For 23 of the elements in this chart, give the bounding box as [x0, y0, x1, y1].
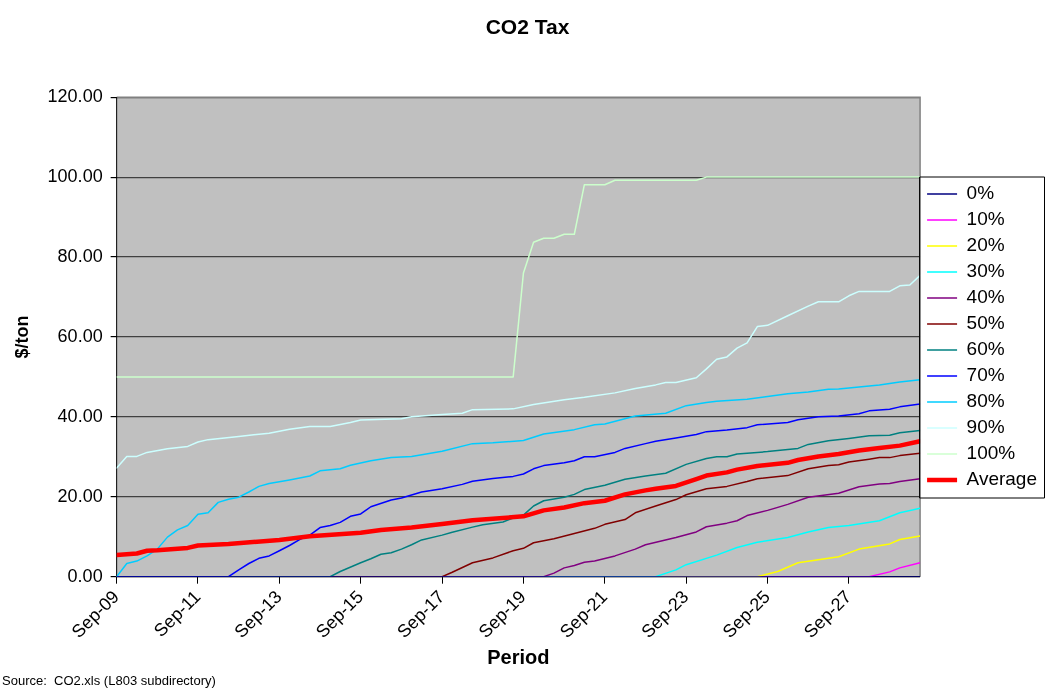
y-axis-title: $/ton	[11, 315, 32, 359]
legend-label: 80%	[966, 390, 1005, 412]
y-tick-label: 100.00	[47, 166, 103, 187]
legend-label: Average	[966, 468, 1038, 490]
legend-label: 10%	[966, 208, 1005, 230]
legend-label: 0%	[966, 182, 995, 204]
x-axis-title: Period	[487, 645, 550, 668]
legend-label: 40%	[966, 286, 1005, 308]
y-tick-label: 60.00	[57, 325, 103, 346]
legend-label: 100%	[966, 442, 1016, 464]
y-tick-label: 0.00	[67, 565, 103, 586]
y-tick-label: 20.00	[57, 485, 103, 506]
legend-label: 60%	[966, 338, 1005, 360]
y-tick-label: 40.00	[57, 405, 103, 426]
legend-label: 50%	[966, 312, 1005, 334]
legend-label: 70%	[966, 364, 1005, 386]
legend-label: 90%	[966, 416, 1005, 438]
y-tick-label: 120.00	[47, 86, 103, 107]
y-tick-label: 80.00	[57, 246, 103, 266]
legend-label: 20%	[966, 234, 1005, 256]
source-note: Source: CO2.xls (L803 subdirectory)	[2, 673, 216, 689]
chart-title: CO2 Tax	[485, 15, 570, 39]
legend-label: 30%	[966, 260, 1005, 282]
